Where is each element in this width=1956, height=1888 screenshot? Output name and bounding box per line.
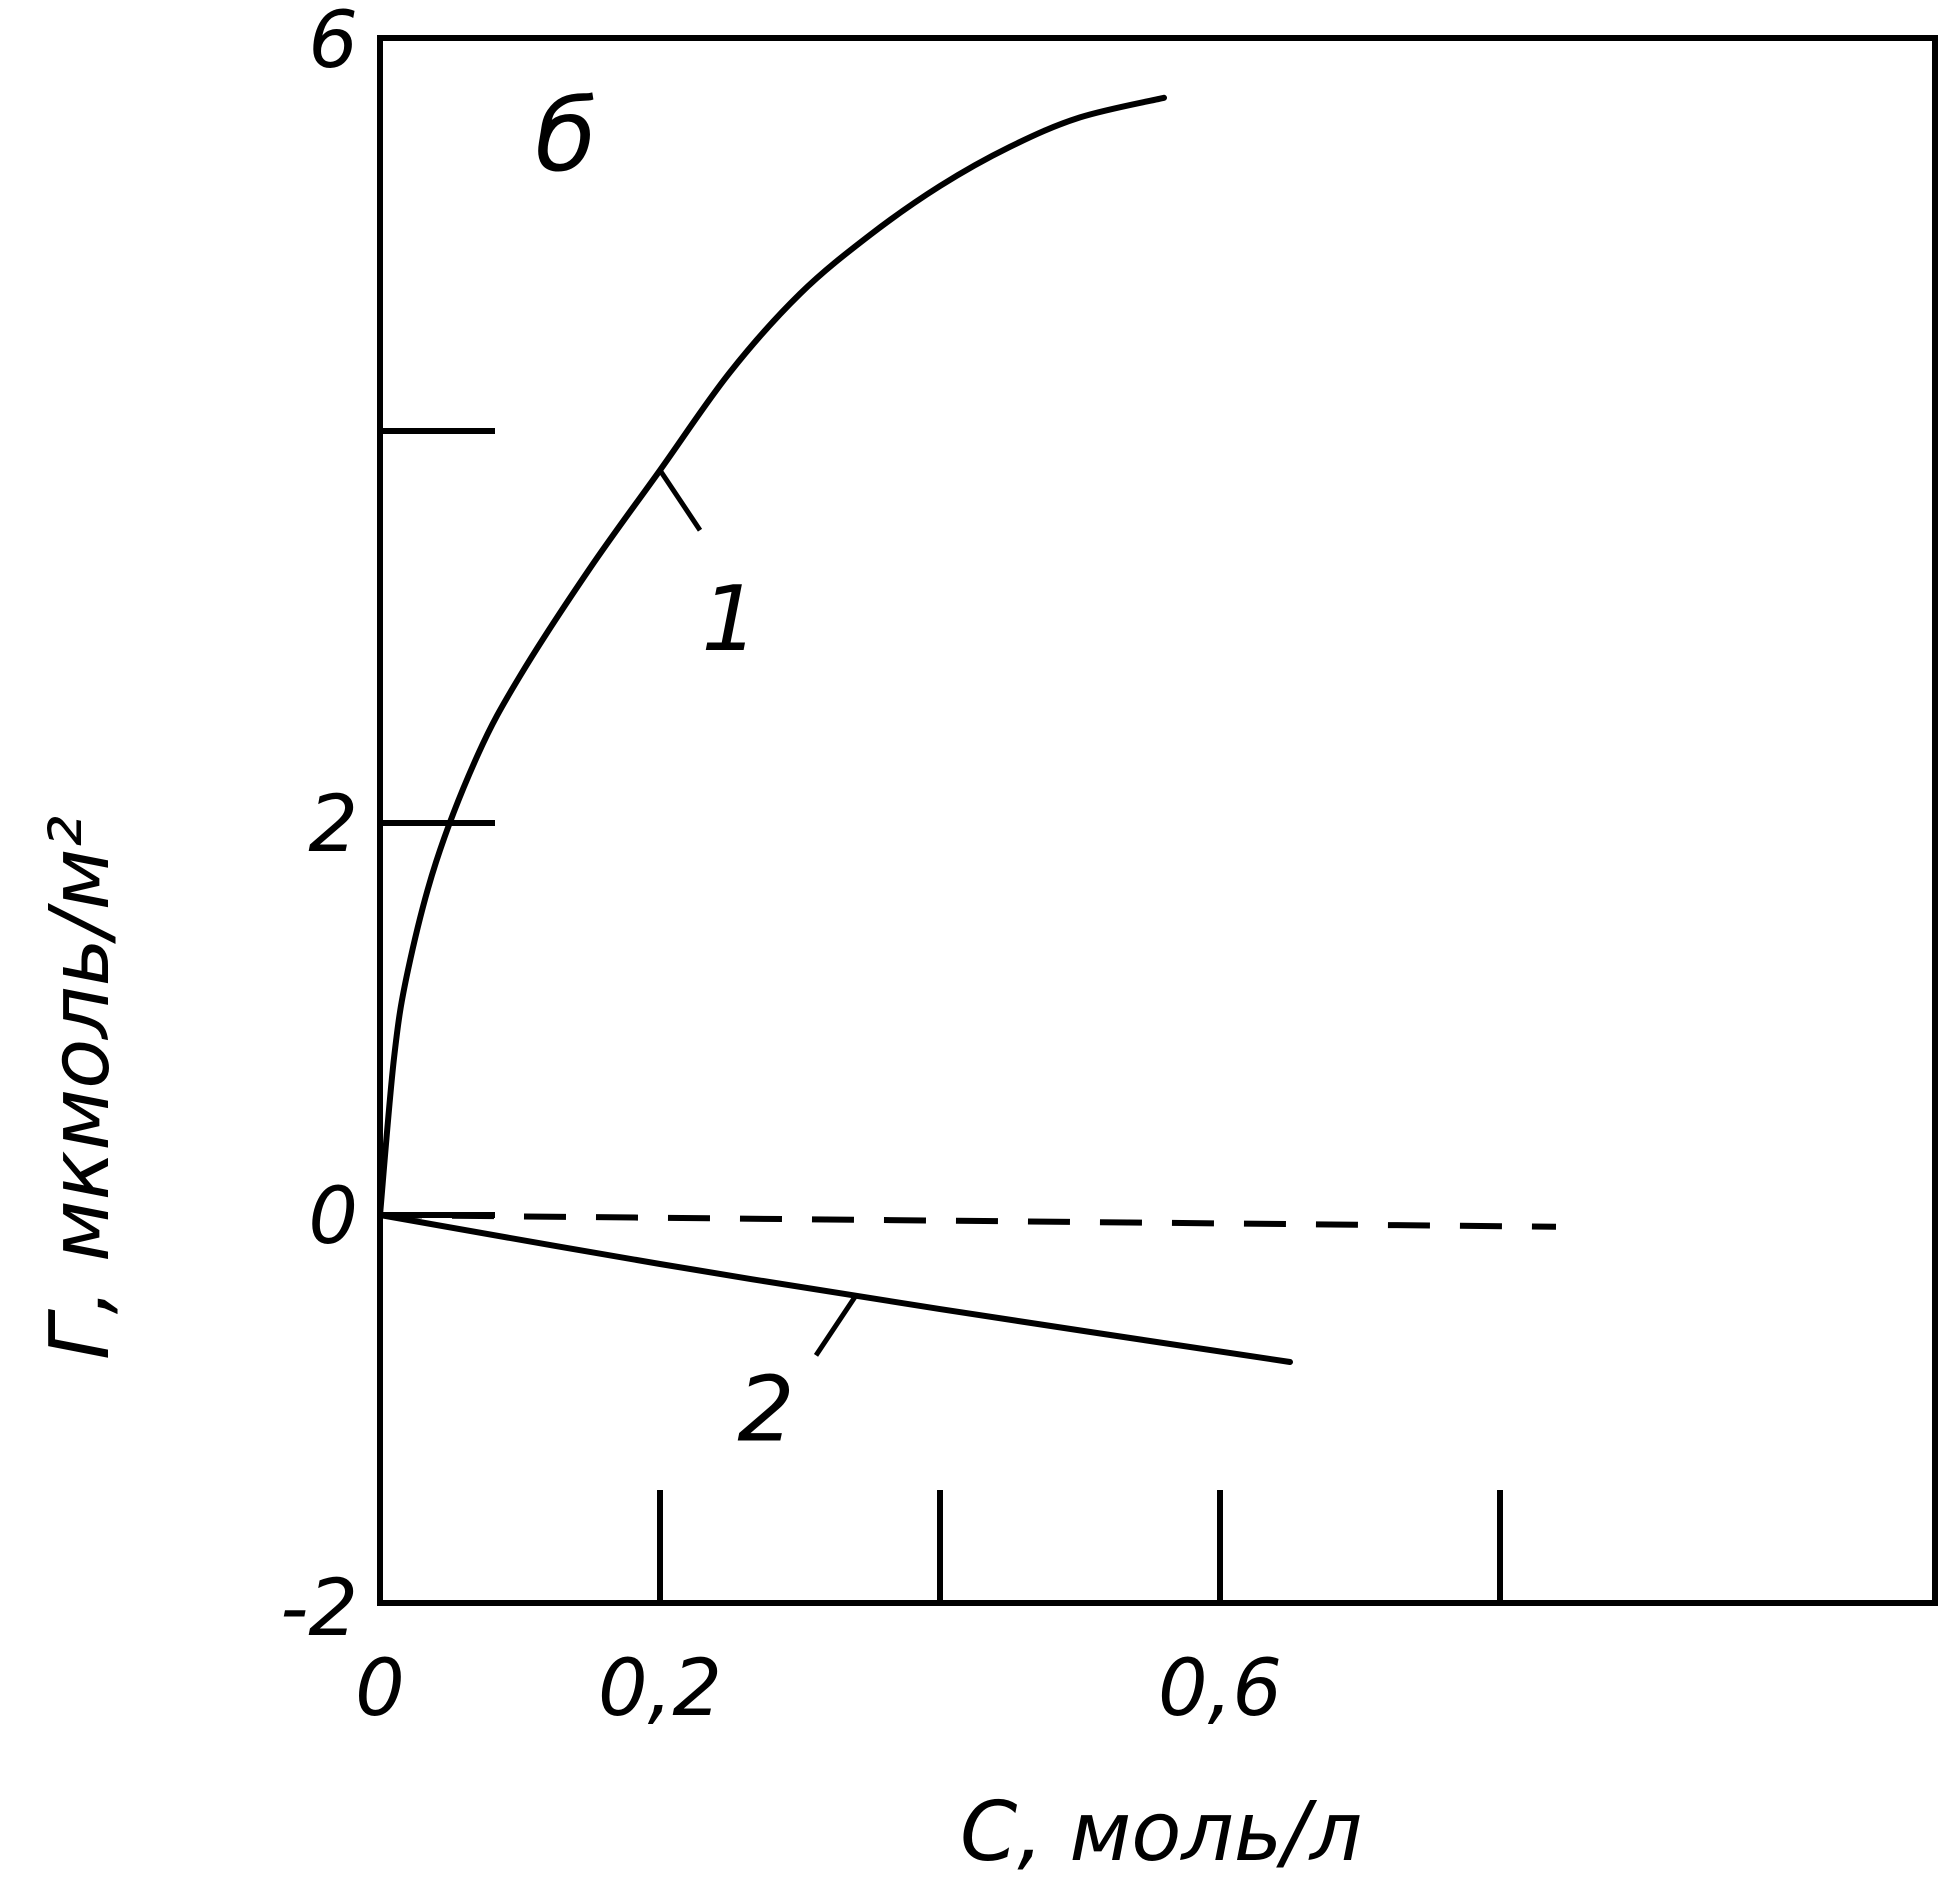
series-1-line <box>377 94 1167 1218</box>
y-axis-label: Г, мкмоль/м² <box>33 816 128 1360</box>
panel-label: б <box>535 77 597 194</box>
series-2-label: 2 <box>737 1357 794 1462</box>
tick-marks <box>380 428 1503 1603</box>
zero-reference-line <box>379 1212 1557 1230</box>
x-axis-label: С, моль/л <box>960 1785 1362 1880</box>
x-tick-label: 0,6 <box>1158 1644 1282 1734</box>
x-tick-label: 0 <box>355 1644 405 1734</box>
series-1-label: 1 <box>701 567 758 672</box>
series-1-leader <box>657 468 703 532</box>
y-tick-label: 6 <box>308 0 358 86</box>
series-layer: 12 <box>377 94 1557 1462</box>
series-2-leader <box>813 1293 859 1357</box>
y-tick-label: 2 <box>308 780 358 870</box>
y-tick-label: 0 <box>308 1172 358 1262</box>
plot-frame <box>377 35 1938 1606</box>
x-tick-label: 0,2 <box>598 1644 722 1734</box>
series-2-line <box>377 1212 1293 1365</box>
y-tick-label: -2 <box>280 1564 358 1654</box>
